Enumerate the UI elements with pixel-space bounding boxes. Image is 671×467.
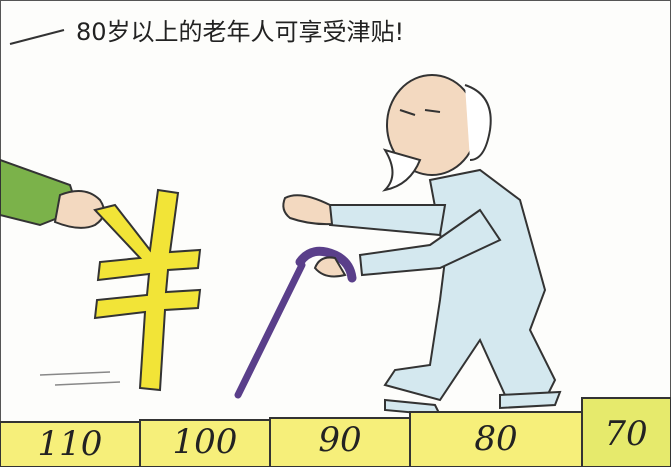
- step-label: 70: [604, 414, 647, 454]
- step-label: 100: [173, 422, 238, 462]
- step-label: 110: [38, 424, 103, 464]
- caption: 80岁以上的老年人可享受津贴!: [76, 18, 404, 46]
- cartoon: 80岁以上的老年人可享受津贴! 110 100 90 80 70: [0, 0, 671, 467]
- frame: [1, 1, 671, 467]
- step-label: 90: [318, 420, 361, 460]
- step-label: 80: [474, 419, 517, 459]
